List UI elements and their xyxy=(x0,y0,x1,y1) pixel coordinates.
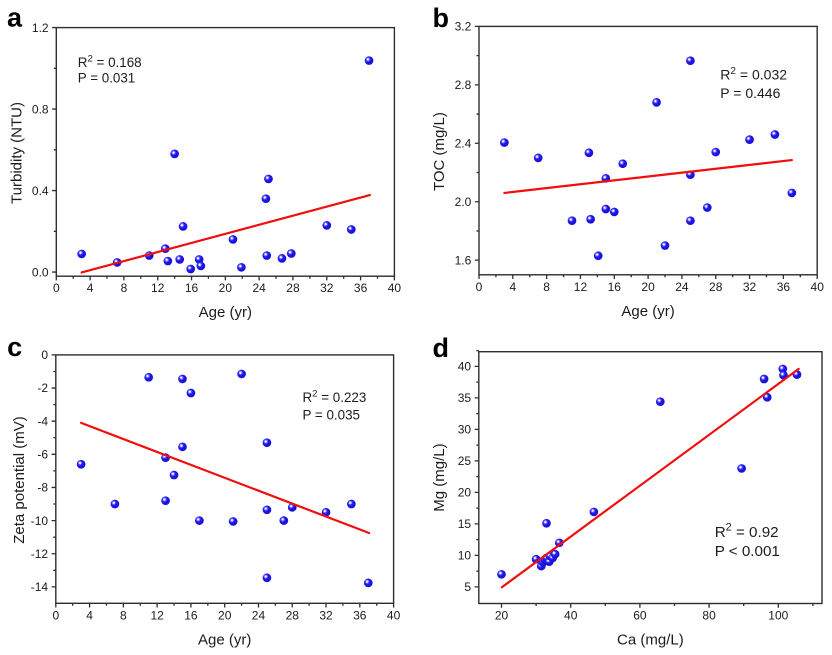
svg-text:30: 30 xyxy=(458,423,472,437)
svg-text:0.4: 0.4 xyxy=(32,184,49,198)
svg-text:28: 28 xyxy=(286,608,300,622)
svg-text:d: d xyxy=(433,333,450,363)
svg-text:-12: -12 xyxy=(31,547,49,561)
svg-text:5: 5 xyxy=(464,580,471,594)
svg-text:Turbidity (NTU): Turbidity (NTU) xyxy=(9,102,26,204)
svg-text:24: 24 xyxy=(252,608,266,622)
svg-text:40: 40 xyxy=(458,360,472,374)
svg-text:1.2: 1.2 xyxy=(32,21,49,35)
svg-text:24: 24 xyxy=(252,281,266,295)
svg-text:P < 0.001: P < 0.001 xyxy=(715,543,780,560)
svg-text:12: 12 xyxy=(150,608,164,622)
svg-text:Mg (mg/L): Mg (mg/L) xyxy=(431,443,448,511)
svg-text:-10: -10 xyxy=(31,514,49,528)
svg-text:4: 4 xyxy=(509,280,516,294)
svg-text:0: 0 xyxy=(52,608,59,622)
svg-text:36: 36 xyxy=(354,281,368,295)
svg-text:16: 16 xyxy=(184,608,198,622)
svg-text:0: 0 xyxy=(476,280,483,294)
svg-text:8: 8 xyxy=(543,280,550,294)
svg-text:28: 28 xyxy=(286,281,300,295)
svg-text:a: a xyxy=(7,3,23,33)
svg-text:4: 4 xyxy=(87,281,94,295)
svg-text:2.0: 2.0 xyxy=(455,195,472,209)
svg-text:P = 0.446: P = 0.446 xyxy=(720,85,780,101)
svg-text:R2 = 0.168: R2 = 0.168 xyxy=(78,53,142,69)
svg-text:Zeta potential (mV): Zeta potential (mV) xyxy=(11,416,28,544)
svg-text:36: 36 xyxy=(353,608,367,622)
svg-text:R2 = 0.92: R2 = 0.92 xyxy=(715,522,779,541)
svg-text:-8: -8 xyxy=(37,481,48,495)
svg-text:R2 = 0.223: R2 = 0.223 xyxy=(303,389,367,405)
svg-text:20: 20 xyxy=(218,608,232,622)
svg-text:R2 = 0.032: R2 = 0.032 xyxy=(720,66,787,83)
svg-text:b: b xyxy=(433,3,450,33)
svg-text:8: 8 xyxy=(120,608,127,622)
svg-text:10: 10 xyxy=(458,549,472,563)
svg-text:Age (yr): Age (yr) xyxy=(199,304,252,321)
svg-text:40: 40 xyxy=(811,280,825,294)
svg-text:40: 40 xyxy=(387,608,401,622)
svg-text:32: 32 xyxy=(319,608,333,622)
svg-text:25: 25 xyxy=(458,454,472,468)
svg-text:20: 20 xyxy=(641,280,655,294)
svg-text:-2: -2 xyxy=(37,381,48,395)
svg-text:0: 0 xyxy=(53,281,60,295)
svg-text:12: 12 xyxy=(151,281,165,295)
svg-text:0.0: 0.0 xyxy=(32,265,49,279)
svg-text:Ca (mg/L): Ca (mg/L) xyxy=(617,632,684,649)
svg-text:c: c xyxy=(7,332,22,362)
svg-text:-14: -14 xyxy=(31,580,49,594)
svg-text:4: 4 xyxy=(86,608,93,622)
svg-text:28: 28 xyxy=(709,280,723,294)
svg-text:32: 32 xyxy=(743,280,757,294)
svg-text:-4: -4 xyxy=(37,414,48,428)
svg-text:12: 12 xyxy=(574,280,588,294)
svg-text:TOC (mg/L): TOC (mg/L) xyxy=(431,112,448,191)
svg-text:0: 0 xyxy=(41,348,48,362)
svg-text:P = 0.031: P = 0.031 xyxy=(78,71,135,86)
svg-text:20: 20 xyxy=(495,609,509,623)
svg-text:1.6: 1.6 xyxy=(455,253,472,267)
svg-text:-6: -6 xyxy=(37,448,48,462)
svg-text:100: 100 xyxy=(768,609,788,623)
svg-text:20: 20 xyxy=(458,486,472,500)
svg-text:20: 20 xyxy=(219,281,233,295)
svg-text:35: 35 xyxy=(458,391,472,405)
svg-text:60: 60 xyxy=(633,609,647,623)
svg-text:15: 15 xyxy=(458,517,472,531)
svg-text:8: 8 xyxy=(121,281,128,295)
svg-text:Age (yr): Age (yr) xyxy=(198,631,251,648)
svg-text:40: 40 xyxy=(564,609,578,623)
svg-text:16: 16 xyxy=(608,280,622,294)
svg-text:2.8: 2.8 xyxy=(455,78,472,92)
svg-text:3.2: 3.2 xyxy=(455,20,472,34)
svg-text:16: 16 xyxy=(185,281,199,295)
svg-text:Age (yr): Age (yr) xyxy=(621,303,674,320)
svg-text:36: 36 xyxy=(777,280,791,294)
svg-text:2.4: 2.4 xyxy=(455,136,472,150)
svg-text:0.8: 0.8 xyxy=(32,102,49,116)
svg-text:24: 24 xyxy=(675,280,689,294)
svg-text:40: 40 xyxy=(388,281,402,295)
svg-text:32: 32 xyxy=(320,281,334,295)
svg-text:P = 0.035: P = 0.035 xyxy=(303,407,360,422)
svg-text:80: 80 xyxy=(702,609,716,623)
